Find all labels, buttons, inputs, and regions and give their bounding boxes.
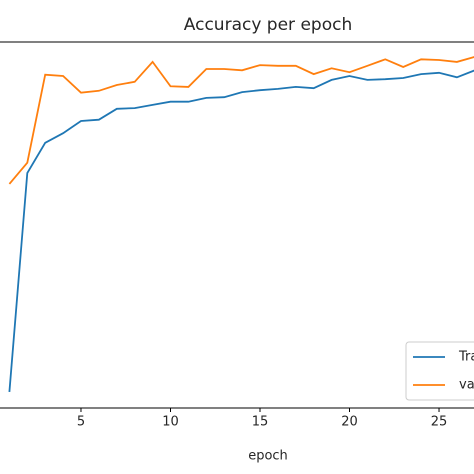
- x-tick-label: 20: [341, 415, 358, 430]
- series-line: [8, 69, 474, 392]
- x-tick-label: 10: [162, 415, 179, 430]
- series-line: [8, 56, 474, 185]
- x-tick-label: 15: [252, 415, 269, 430]
- legend-label: val: [459, 378, 474, 393]
- x-tick-label: 25: [431, 415, 448, 430]
- x-axis-label: epoch: [248, 449, 288, 464]
- chart-title: Accuracy per epoch: [184, 15, 352, 35]
- legend-label: Train: [458, 350, 474, 365]
- x-tick-label: 5: [77, 415, 85, 430]
